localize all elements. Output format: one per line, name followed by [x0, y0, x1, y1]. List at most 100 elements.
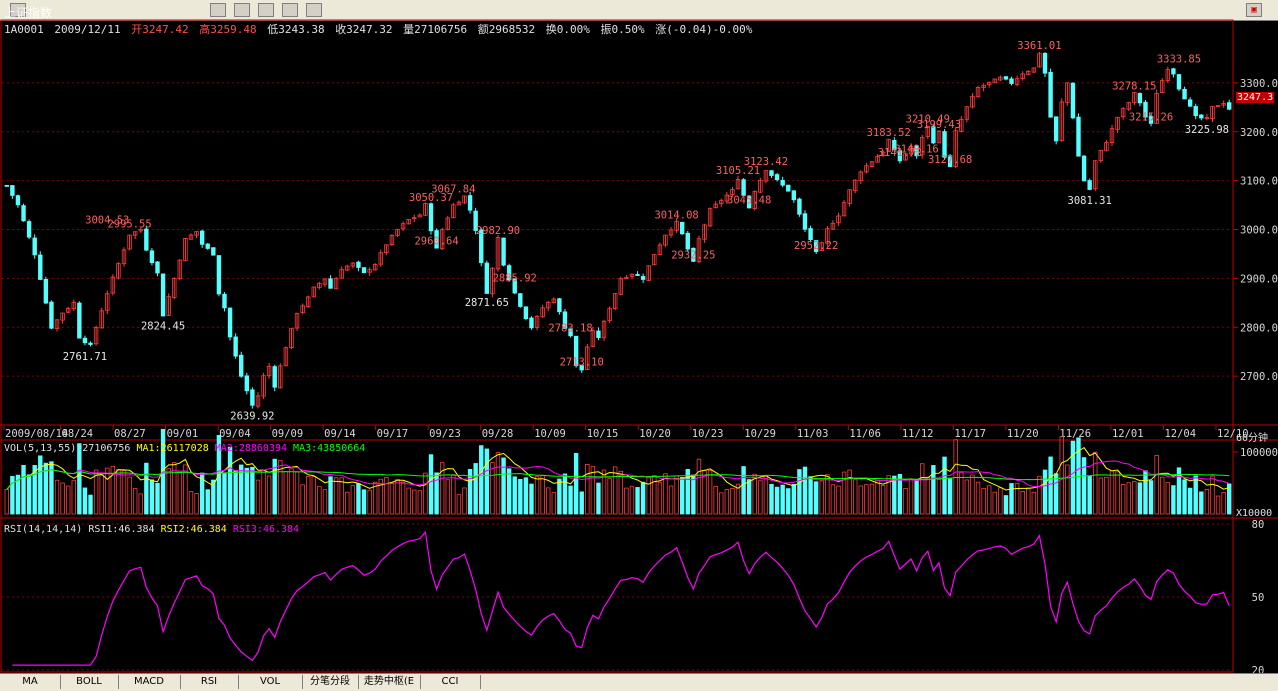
volume-legend: VOL(5,13,55) 27106756 MA1:26117028 MA2:2… [4, 443, 365, 454]
candle-body [144, 228, 149, 251]
tab-cci[interactable]: CCI [420, 675, 481, 689]
volume-bar [317, 485, 322, 515]
volume-bar [127, 476, 132, 515]
volume-bar [1081, 457, 1087, 515]
volume-bar [892, 475, 897, 515]
candle-body [188, 234, 194, 240]
volume-bar [702, 470, 707, 515]
volume-bar [1126, 482, 1131, 515]
candle-body [652, 254, 657, 266]
toolbar-icon[interactable] [210, 3, 226, 17]
volume-bar [484, 448, 490, 515]
volume-bar [1115, 471, 1120, 515]
candle-body [825, 228, 830, 244]
volume-legend-ma1: MA1:26117028 [136, 443, 209, 454]
toolbar-icon[interactable] [306, 3, 322, 17]
volume-bar [333, 477, 339, 515]
candle-body [813, 240, 819, 252]
candle-body [495, 237, 501, 270]
date-tick-label: 10/29 [744, 428, 776, 440]
candle-body [624, 276, 629, 279]
volume-bar [1042, 469, 1048, 515]
date-tick-label: 12/04 [1164, 428, 1196, 440]
candle-body [294, 313, 300, 329]
peak-label: 2761.71 [63, 351, 107, 363]
volume-bar [618, 470, 623, 515]
volume-bar [920, 463, 925, 515]
candle-body [105, 293, 110, 311]
volume-bar [947, 477, 953, 515]
volume-bar [255, 479, 261, 515]
candle-body [986, 81, 992, 85]
candle-body [1053, 116, 1059, 142]
volume-bar [1093, 451, 1098, 515]
tab-ma[interactable]: MA [0, 675, 61, 689]
price-tick-label: 2700.00 [1240, 371, 1278, 383]
volume-bar [629, 485, 635, 515]
volume-bar [1048, 456, 1053, 515]
volume-bar [975, 481, 981, 515]
candle-body [1037, 53, 1042, 68]
candle-body [730, 189, 735, 196]
candle-body [289, 327, 294, 349]
candle-body [132, 231, 138, 236]
candle-body [389, 235, 395, 246]
price-tick-label: 2900.00 [1240, 273, 1278, 285]
volume-bar [26, 474, 32, 515]
tab-fenbi[interactable]: 分笔分段 [302, 675, 359, 689]
candle-body [506, 265, 512, 281]
candle-body [1076, 116, 1081, 157]
candle-body [964, 106, 970, 120]
tab-vol[interactable]: VOL [238, 675, 303, 689]
volume-bar [1087, 475, 1092, 515]
candle-body [908, 145, 914, 155]
volume-bar [853, 479, 858, 515]
volume-legend-ma3: MA3:43850664 [293, 443, 366, 454]
candle-body [758, 179, 763, 193]
volume-bar [746, 479, 752, 515]
candle-body [356, 261, 361, 268]
toolbar-icon[interactable] [282, 3, 298, 17]
volume-bar [730, 488, 735, 515]
candle-body [657, 244, 663, 255]
restore-icon[interactable]: ▣ [1246, 3, 1262, 17]
candle-body [479, 229, 484, 264]
date-tick-label: 09/23 [429, 428, 461, 440]
candle-body [93, 327, 99, 345]
candle-body [1171, 68, 1176, 75]
candle-body [172, 277, 177, 298]
candle-body [953, 130, 958, 168]
candle-body [239, 354, 244, 377]
volume-bar [1109, 470, 1115, 515]
volume-bar [579, 491, 584, 515]
candle-body [65, 308, 71, 313]
volume-bar [1148, 480, 1154, 515]
volume-bar [1031, 491, 1037, 515]
candle-body [808, 228, 813, 240]
peak-label: 3123.42 [744, 156, 788, 168]
volume-bar [294, 471, 300, 515]
candle-body [110, 276, 116, 294]
toolbar-icon[interactable] [258, 3, 274, 17]
tab-macd[interactable]: MACD [118, 675, 181, 689]
candle-body [166, 296, 171, 316]
peak-label: 3278.15 [1112, 81, 1156, 93]
stats-high: 高3259.48 [199, 23, 257, 36]
candle-body [529, 317, 534, 329]
candle-body [1204, 117, 1210, 120]
volume-bar [1003, 495, 1009, 515]
tab-zoushi[interactable]: 走势中枢(E [358, 675, 421, 689]
tab-boll[interactable]: BOLL [60, 675, 119, 689]
volume-bar [551, 492, 557, 515]
volume-bar [149, 479, 155, 515]
volume-bar [1204, 489, 1210, 515]
tab-rsi[interactable]: RSI [180, 675, 239, 689]
toolbar-icon[interactable] [234, 3, 250, 17]
candle-body [596, 330, 601, 339]
candle-body [194, 231, 199, 236]
volume-bar [439, 462, 445, 515]
candle-body [317, 282, 322, 288]
peak-label: 3045.48 [727, 194, 771, 206]
candle-body [82, 337, 88, 344]
